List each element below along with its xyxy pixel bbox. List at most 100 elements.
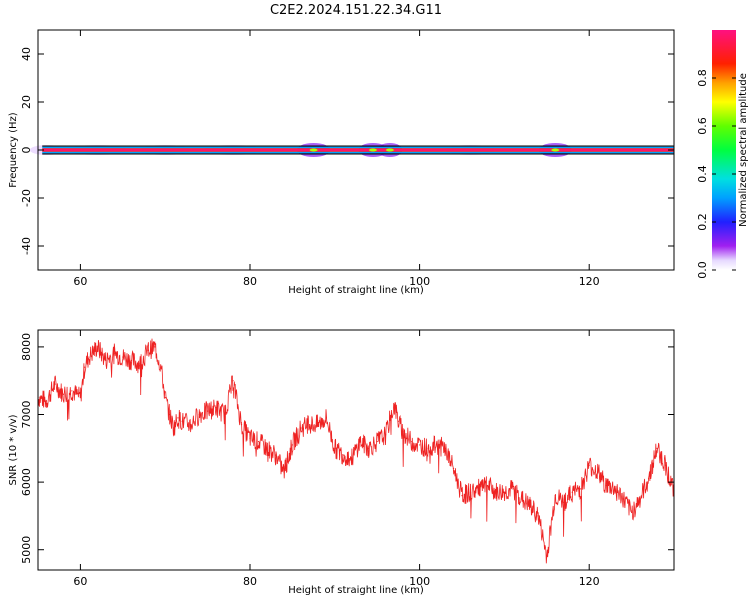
spectrogram-xlabel: Height of straight line (km)	[288, 285, 424, 296]
snr-ylabel: SNR (10 * v/v)	[8, 414, 19, 485]
spectrogram-ytick-label: 40	[20, 47, 33, 61]
snr-point	[457, 481, 459, 483]
snr-point	[614, 488, 616, 490]
snr-point	[452, 467, 455, 470]
snr-point	[177, 417, 179, 419]
snr-point	[410, 440, 412, 443]
snr-xlabel: Height of straight line (km)	[288, 585, 424, 596]
snr-point	[308, 424, 310, 426]
snr-point	[393, 403, 395, 405]
snr-point	[198, 413, 200, 416]
snr-point	[541, 535, 544, 537]
snr-point	[207, 410, 209, 412]
colorbar-label: Normalized spectral amplitude	[738, 73, 749, 227]
snr-ytick-label: 7000	[20, 401, 33, 429]
colorbar: 0.0 0.2 0.4 0.6 0.8 Normalized spectral ampl…	[696, 30, 749, 279]
snr-point	[537, 515, 539, 517]
snr-point	[240, 424, 243, 426]
snr-point	[84, 366, 86, 368]
snr-point	[122, 356, 124, 358]
snr-xtick-label: 120	[579, 575, 600, 588]
snr-point	[342, 454, 344, 456]
snr-point	[435, 444, 438, 446]
snr-point	[563, 501, 565, 503]
snr-point	[334, 447, 336, 449]
snr-point	[397, 420, 399, 422]
snr-point	[113, 353, 115, 355]
spectrogram-bright-spot	[551, 148, 560, 152]
snr-point	[147, 349, 149, 351]
colorbar-tick-label: 0.2	[696, 213, 709, 231]
snr-point	[130, 359, 132, 362]
snr-point	[554, 495, 556, 497]
snr-point	[325, 417, 327, 419]
snr-point	[139, 363, 141, 365]
spectrogram-ytick-label: -40	[20, 237, 33, 255]
snr-point	[190, 424, 192, 426]
snr-point	[105, 359, 107, 362]
spectrogram-xtick-label: 80	[243, 275, 257, 288]
snr-point	[317, 424, 319, 426]
snr-point	[664, 464, 667, 466]
snr-xtick-label: 80	[243, 575, 257, 588]
snr-point	[62, 393, 65, 395]
spectrogram-bright-spot	[309, 148, 318, 152]
snr-point	[622, 498, 624, 500]
snr-trace	[38, 338, 674, 564]
snr-ytick-label: 6000	[20, 468, 33, 496]
colorbar-tick-label: 0.8	[696, 69, 709, 87]
snr-ytick-label: 5000	[20, 536, 33, 564]
spectrogram-bright-spot	[385, 148, 394, 152]
spectrogram-xtick-label: 100	[409, 275, 430, 288]
snr-point	[495, 491, 497, 493]
spectrogram-ytick-label: 0	[20, 147, 33, 154]
snr-point	[223, 413, 226, 416]
spectrogram-bright-spot	[368, 148, 377, 152]
snr-point	[283, 471, 285, 473]
snr-point	[300, 427, 302, 429]
snr-point	[291, 444, 293, 446]
snr-point	[478, 488, 480, 490]
snr-point	[520, 498, 522, 500]
snr-point	[571, 491, 573, 493]
colorbar-bar	[712, 30, 736, 270]
snr-point	[656, 447, 658, 449]
spectrogram-image	[29, 143, 674, 157]
snr-point	[249, 437, 251, 439]
snr-point	[274, 454, 277, 456]
snr-series-area	[38, 338, 674, 564]
snr-point	[173, 427, 175, 429]
colorbar-gradient	[712, 30, 736, 270]
colorbar-ticks: 0.0 0.2 0.4 0.6 0.8	[696, 69, 736, 279]
snr-point	[546, 555, 548, 558]
spectrogram-xtick-label: 120	[579, 275, 600, 288]
snr-point	[605, 484, 607, 487]
snr-point	[512, 488, 514, 490]
snr-point	[419, 444, 421, 446]
snr-ticks: 60 80 100 120 5000 6000 7000 8000	[20, 330, 674, 588]
figure-title: C2E2.2024.151.22.34.G11	[270, 3, 442, 18]
snr-point	[215, 407, 217, 409]
snr-point	[385, 434, 387, 436]
spectrogram-ytick-label: 20	[20, 95, 33, 109]
snr-point	[266, 447, 268, 449]
snr-point	[154, 346, 156, 348]
snr-point	[164, 397, 166, 399]
snr-point	[368, 447, 370, 449]
snr-point	[181, 420, 183, 422]
snr-point	[168, 413, 171, 416]
snr-point	[444, 447, 446, 449]
snr-point	[160, 366, 162, 368]
snr-point	[580, 488, 582, 490]
colorbar-tick-label: 0.0	[696, 261, 709, 279]
colorbar-tick-label: 0.6	[696, 117, 709, 135]
snr-point	[588, 464, 590, 466]
snr-point	[54, 383, 56, 385]
snr-point	[461, 495, 463, 497]
snr-point	[639, 498, 641, 500]
snr-point	[79, 397, 81, 399]
snr-point	[359, 440, 361, 443]
spectrogram-ytick-label: -20	[20, 189, 33, 207]
snr-point	[647, 478, 650, 480]
